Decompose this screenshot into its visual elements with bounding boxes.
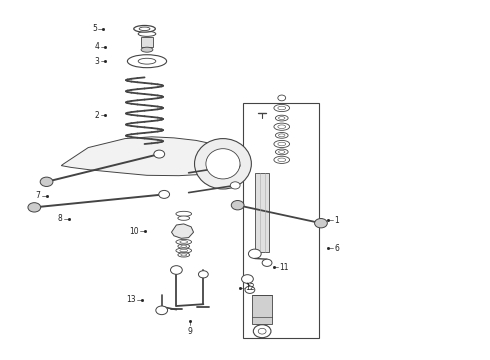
Text: 2: 2 [95, 111, 99, 120]
Ellipse shape [275, 149, 288, 155]
Ellipse shape [206, 149, 240, 179]
Ellipse shape [138, 58, 156, 64]
Ellipse shape [274, 140, 290, 148]
Ellipse shape [278, 117, 285, 120]
Ellipse shape [178, 244, 190, 248]
Text: 9: 9 [188, 327, 193, 336]
Ellipse shape [274, 123, 290, 130]
Text: 4: 4 [95, 42, 99, 51]
Ellipse shape [278, 158, 286, 162]
Text: 11: 11 [279, 263, 289, 271]
Ellipse shape [278, 134, 285, 137]
Ellipse shape [180, 240, 188, 243]
Circle shape [230, 182, 240, 189]
Circle shape [171, 266, 182, 274]
Ellipse shape [275, 132, 288, 138]
Text: 1: 1 [334, 216, 339, 225]
Text: 3: 3 [95, 57, 99, 66]
Ellipse shape [176, 248, 192, 253]
Polygon shape [172, 224, 194, 238]
Ellipse shape [181, 254, 187, 256]
Ellipse shape [274, 156, 290, 163]
Ellipse shape [138, 31, 156, 36]
FancyBboxPatch shape [141, 37, 153, 47]
Circle shape [248, 249, 261, 258]
Ellipse shape [181, 245, 187, 247]
Circle shape [159, 190, 170, 198]
Circle shape [242, 275, 253, 283]
Text: 6: 6 [334, 244, 339, 253]
Circle shape [245, 286, 255, 293]
Circle shape [154, 150, 165, 158]
Circle shape [230, 162, 240, 169]
Circle shape [156, 306, 168, 315]
Text: 12: 12 [245, 284, 254, 292]
Circle shape [258, 328, 266, 334]
Circle shape [315, 219, 327, 228]
FancyBboxPatch shape [243, 103, 318, 338]
Ellipse shape [139, 27, 150, 31]
Ellipse shape [176, 211, 192, 216]
Polygon shape [61, 137, 228, 176]
Ellipse shape [278, 106, 286, 110]
Text: 13: 13 [126, 295, 136, 304]
Text: 8: 8 [58, 214, 63, 223]
Circle shape [262, 259, 272, 266]
Circle shape [28, 203, 41, 212]
Text: 7: 7 [36, 192, 41, 200]
Ellipse shape [176, 239, 192, 244]
FancyBboxPatch shape [252, 295, 272, 324]
Ellipse shape [127, 55, 167, 68]
Ellipse shape [278, 150, 285, 153]
Circle shape [40, 177, 53, 186]
FancyBboxPatch shape [255, 173, 269, 252]
Ellipse shape [180, 249, 188, 252]
Ellipse shape [278, 125, 286, 129]
Text: 5: 5 [92, 24, 97, 33]
Ellipse shape [278, 142, 286, 146]
Ellipse shape [274, 104, 290, 112]
Ellipse shape [141, 47, 153, 52]
Ellipse shape [178, 216, 190, 220]
Circle shape [231, 201, 244, 210]
Ellipse shape [275, 115, 288, 121]
Circle shape [278, 95, 286, 101]
Circle shape [253, 325, 271, 338]
Ellipse shape [178, 253, 190, 257]
Ellipse shape [134, 26, 155, 32]
Text: 10: 10 [129, 227, 139, 236]
Ellipse shape [195, 139, 251, 189]
Circle shape [198, 271, 208, 278]
